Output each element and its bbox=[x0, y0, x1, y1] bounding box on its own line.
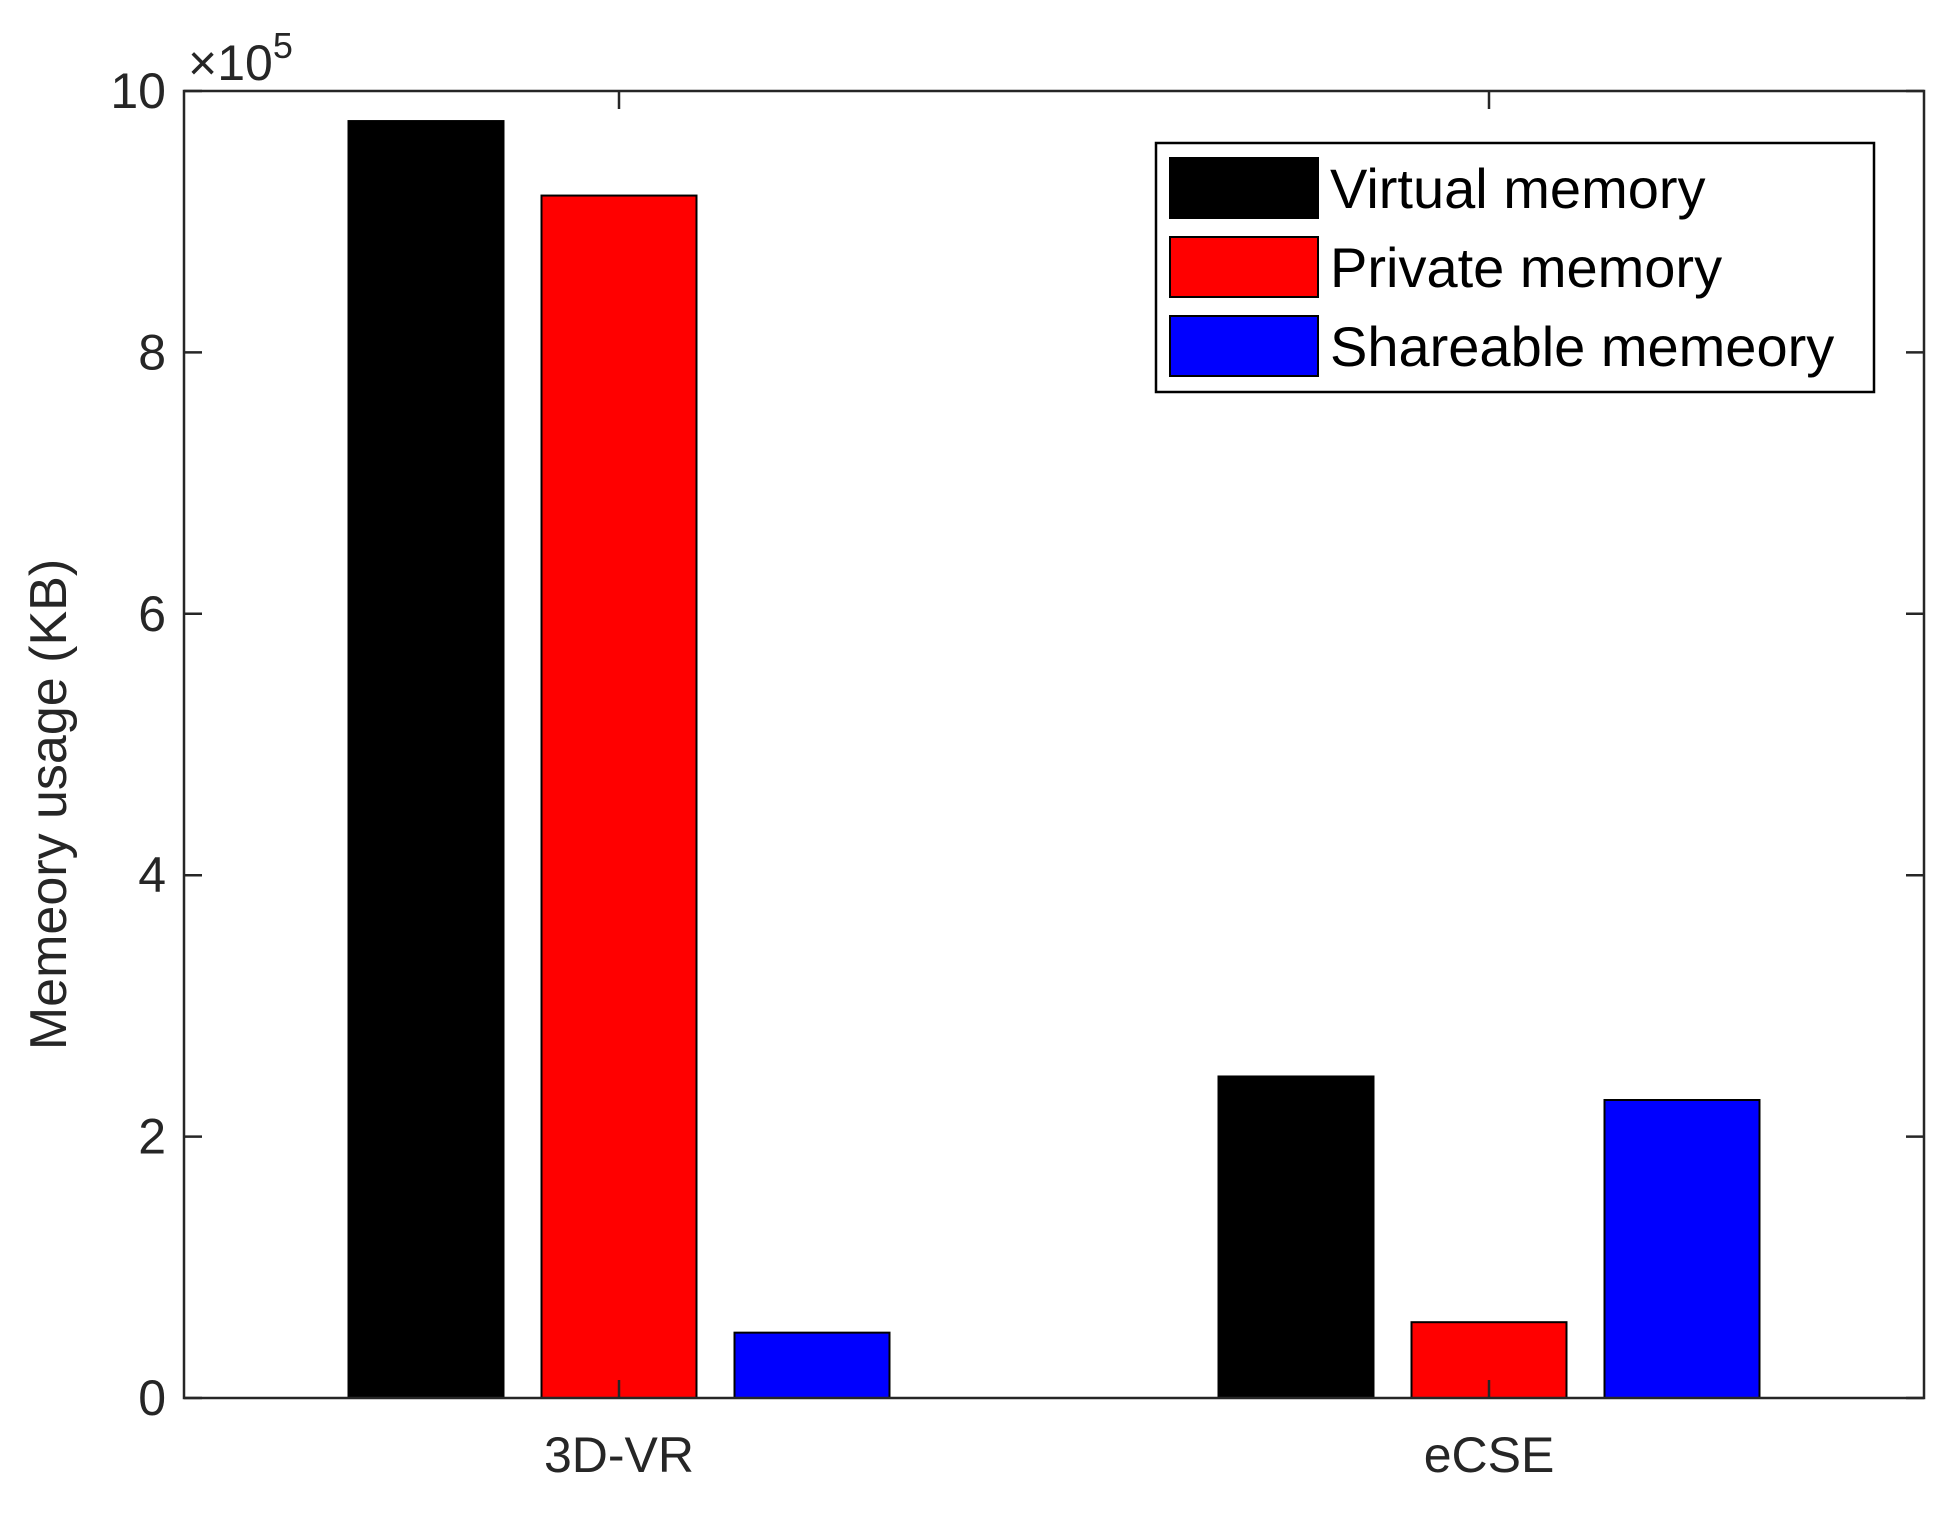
bars-group bbox=[347, 120, 1761, 1400]
bar-shareable-memeory-ecse bbox=[1603, 1099, 1761, 1400]
legend-label-private-memory: Private memory bbox=[1330, 236, 1722, 299]
bar-virtual-memory-3d-vr bbox=[347, 120, 505, 1399]
exponent-base: ×10 bbox=[188, 35, 273, 91]
legend-swatch-shareable-memeory bbox=[1169, 315, 1319, 377]
legend-swatch-virtual-memory bbox=[1169, 157, 1319, 219]
legend-label-shareable-memeory: Shareable memeory bbox=[1330, 315, 1834, 378]
bar-shareable-memeory-3d-vr bbox=[733, 1331, 891, 1400]
y-tick-label: 10 bbox=[110, 63, 166, 119]
y-tick-label: 6 bbox=[138, 586, 166, 642]
x-tick-label-3d-vr: 3D-VR bbox=[544, 1427, 694, 1483]
y-tick-label: 4 bbox=[138, 847, 166, 903]
exponent-power: 5 bbox=[273, 25, 293, 66]
x-tick-label-ecse: eCSE bbox=[1424, 1427, 1555, 1483]
y-axis-label: Memeory usage (KB) bbox=[20, 559, 78, 1050]
ticks-group: 0 2 4 6 8 10 3D-VR eCSE bbox=[110, 63, 1924, 1483]
y-tick-label: 2 bbox=[138, 1109, 166, 1165]
plot-area-frame bbox=[182, 89, 1926, 1400]
y-tick-label: 0 bbox=[138, 1370, 166, 1426]
legend: Virtual memory Private memory Shareable me… bbox=[1154, 141, 1876, 394]
legend-label-virtual-memory: Virtual memory bbox=[1330, 157, 1706, 220]
bar-private-memory-3d-vr bbox=[540, 194, 698, 1399]
legend-swatch-private-memory bbox=[1169, 236, 1319, 298]
bar-virtual-memory-ecse bbox=[1217, 1075, 1375, 1400]
y-tick-label: 8 bbox=[138, 324, 166, 380]
y-axis-exponent: ×105 bbox=[188, 25, 293, 91]
